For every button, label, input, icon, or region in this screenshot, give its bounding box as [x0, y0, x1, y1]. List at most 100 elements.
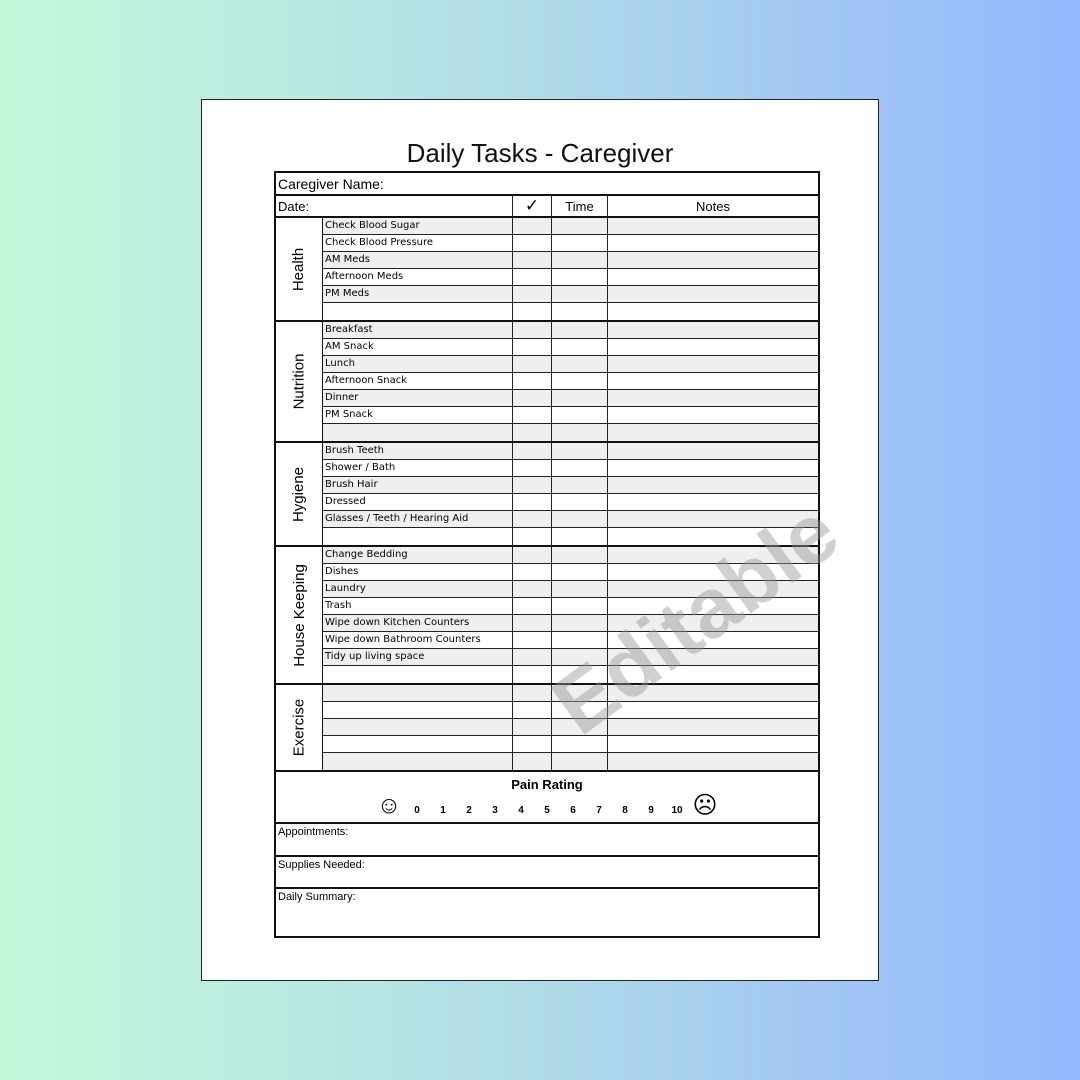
task-notes-cell[interactable] — [608, 649, 818, 665]
task-check-cell[interactable] — [513, 702, 552, 718]
task-check-cell[interactable] — [513, 528, 552, 545]
task-time-cell[interactable] — [552, 685, 608, 701]
task-check-cell[interactable] — [513, 615, 552, 631]
pain-scale-value[interactable]: 2 — [466, 805, 472, 816]
task-name[interactable]: Afternoon Snack — [323, 373, 513, 389]
task-time-cell[interactable] — [552, 649, 608, 665]
task-notes-cell[interactable] — [608, 702, 818, 718]
task-name[interactable]: Brush Hair — [323, 477, 513, 493]
task-time-cell[interactable] — [552, 598, 608, 614]
pain-scale-value[interactable]: 7 — [596, 805, 602, 816]
task-time-cell[interactable] — [552, 494, 608, 510]
task-time-cell[interactable] — [552, 581, 608, 597]
task-check-cell[interactable] — [513, 685, 552, 701]
task-name[interactable]: AM Meds — [323, 252, 513, 268]
task-notes-cell[interactable] — [608, 511, 818, 527]
task-name[interactable]: Check Blood Sugar — [323, 218, 513, 234]
task-check-cell[interactable] — [513, 235, 552, 251]
task-name[interactable]: Afternoon Meds — [323, 269, 513, 285]
task-notes-cell[interactable] — [608, 356, 818, 372]
task-name[interactable]: Breakfast — [323, 322, 513, 338]
task-time-cell[interactable] — [552, 615, 608, 631]
task-check-cell[interactable] — [513, 443, 552, 459]
task-check-cell[interactable] — [513, 460, 552, 476]
task-time-cell[interactable] — [552, 632, 608, 648]
task-notes-cell[interactable] — [608, 373, 818, 389]
task-notes-cell[interactable] — [608, 218, 818, 234]
task-name[interactable] — [323, 702, 513, 718]
task-notes-cell[interactable] — [608, 339, 818, 355]
pain-scale-value[interactable]: 1 — [440, 805, 446, 816]
pain-scale-value[interactable]: 3 — [492, 805, 498, 816]
task-check-cell[interactable] — [513, 564, 552, 580]
task-check-cell[interactable] — [513, 719, 552, 735]
task-name[interactable] — [323, 528, 513, 545]
task-name[interactable]: PM Meds — [323, 286, 513, 302]
task-name[interactable] — [323, 303, 513, 320]
task-name[interactable]: Check Blood Pressure — [323, 235, 513, 251]
task-time-cell[interactable] — [552, 736, 608, 752]
task-time-cell[interactable] — [552, 564, 608, 580]
task-notes-cell[interactable] — [608, 719, 818, 735]
task-name[interactable]: Glasses / Teeth / Hearing Aid — [323, 511, 513, 527]
daily-summary-field[interactable]: Daily Summary: — [276, 889, 818, 936]
task-notes-cell[interactable] — [608, 390, 818, 406]
task-check-cell[interactable] — [513, 269, 552, 285]
task-notes-cell[interactable] — [608, 235, 818, 251]
task-check-cell[interactable] — [513, 339, 552, 355]
pain-scale-value[interactable]: 5 — [544, 805, 550, 816]
task-name[interactable]: Wipe down Kitchen Counters — [323, 615, 513, 631]
date-field[interactable]: Date: — [276, 196, 513, 216]
task-time-cell[interactable] — [552, 373, 608, 389]
task-notes-cell[interactable] — [608, 753, 818, 770]
task-notes-cell[interactable] — [608, 528, 818, 545]
task-check-cell[interactable] — [513, 303, 552, 320]
task-notes-cell[interactable] — [608, 252, 818, 268]
task-check-cell[interactable] — [513, 666, 552, 683]
task-check-cell[interactable] — [513, 581, 552, 597]
task-notes-cell[interactable] — [608, 581, 818, 597]
task-name[interactable]: Dinner — [323, 390, 513, 406]
task-notes-cell[interactable] — [608, 615, 818, 631]
task-time-cell[interactable] — [552, 547, 608, 563]
task-time-cell[interactable] — [552, 702, 608, 718]
task-name[interactable]: PM Snack — [323, 407, 513, 423]
task-name[interactable] — [323, 424, 513, 441]
task-time-cell[interactable] — [552, 339, 608, 355]
task-check-cell[interactable] — [513, 390, 552, 406]
task-name[interactable]: Shower / Bath — [323, 460, 513, 476]
task-time-cell[interactable] — [552, 235, 608, 251]
task-time-cell[interactable] — [552, 511, 608, 527]
task-time-cell[interactable] — [552, 666, 608, 683]
task-name[interactable] — [323, 666, 513, 683]
pain-scale-value[interactable]: 10 — [671, 805, 683, 816]
task-time-cell[interactable] — [552, 252, 608, 268]
task-check-cell[interactable] — [513, 753, 552, 770]
task-name[interactable]: Wipe down Bathroom Counters — [323, 632, 513, 648]
task-name[interactable]: Trash — [323, 598, 513, 614]
task-name[interactable] — [323, 753, 513, 770]
pain-scale-value[interactable]: 8 — [622, 805, 628, 816]
task-check-cell[interactable] — [513, 632, 552, 648]
task-notes-cell[interactable] — [608, 547, 818, 563]
task-time-cell[interactable] — [552, 477, 608, 493]
task-time-cell[interactable] — [552, 528, 608, 545]
task-check-cell[interactable] — [513, 649, 552, 665]
task-time-cell[interactable] — [552, 269, 608, 285]
task-time-cell[interactable] — [552, 218, 608, 234]
task-name[interactable] — [323, 736, 513, 752]
task-notes-cell[interactable] — [608, 460, 818, 476]
task-notes-cell[interactable] — [608, 424, 818, 441]
task-time-cell[interactable] — [552, 753, 608, 770]
pain-scale-value[interactable]: 9 — [648, 805, 654, 816]
task-notes-cell[interactable] — [608, 286, 818, 302]
task-notes-cell[interactable] — [608, 685, 818, 701]
task-time-cell[interactable] — [552, 424, 608, 441]
task-time-cell[interactable] — [552, 303, 608, 320]
task-check-cell[interactable] — [513, 547, 552, 563]
caregiver-name-field[interactable]: Caregiver Name: — [276, 173, 818, 196]
appointments-field[interactable]: Appointments: — [276, 824, 818, 857]
task-check-cell[interactable] — [513, 218, 552, 234]
task-check-cell[interactable] — [513, 356, 552, 372]
pain-scale-value[interactable]: 0 — [414, 805, 420, 816]
